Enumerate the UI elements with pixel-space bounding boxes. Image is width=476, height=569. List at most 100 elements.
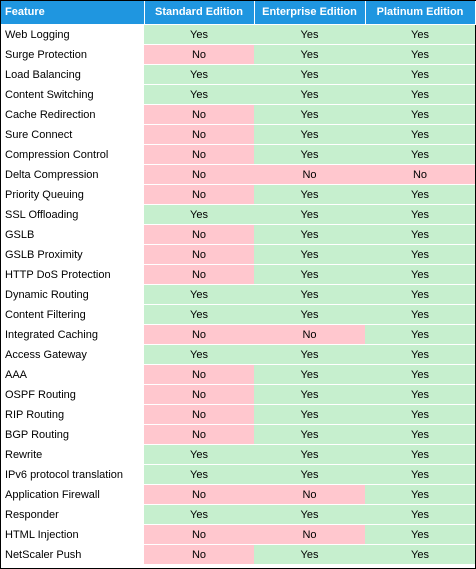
table-row: GSLB Proximity No Yes Yes [1,244,475,265]
table-row: Content Filtering Yes Yes Yes [1,304,475,325]
enterprise-edition-cell: Yes [254,504,365,525]
feature-name-cell: GSLB Proximity [1,244,144,265]
feature-name-cell: BGP Routing [1,424,144,445]
table-row: OSPF Routing No Yes Yes [1,384,475,405]
table-row: Priority Queuing No Yes Yes [1,184,475,205]
feature-name-cell: Application Firewall [1,484,144,505]
enterprise-edition-cell: Yes [254,104,365,125]
platinum-edition-cell: Yes [365,24,475,45]
feature-name-cell: Responder [1,504,144,525]
feature-name-cell: NetScaler Push [1,544,144,565]
standard-edition-cell: No [144,104,254,125]
feature-name-cell: SSL Offloading [1,204,144,225]
platinum-edition-cell: Yes [365,264,475,285]
platinum-edition-cell: Yes [365,424,475,445]
platinum-edition-cell: Yes [365,444,475,465]
standard-edition-cell: No [144,164,254,185]
platinum-edition-cell: Yes [365,364,475,385]
enterprise-edition-cell: Yes [254,464,365,485]
enterprise-edition-cell: Yes [254,404,365,425]
table-row: RIP Routing No Yes Yes [1,404,475,425]
platinum-edition-cell: Yes [365,464,475,485]
table-row: Delta Compression No No No [1,164,475,185]
feature-name-cell: Web Logging [1,24,144,45]
enterprise-edition-cell: Yes [254,64,365,85]
standard-edition-cell: No [144,324,254,345]
enterprise-edition-cell: Yes [254,224,365,245]
standard-edition-cell: Yes [144,24,254,45]
platinum-edition-cell: Yes [365,184,475,205]
platinum-edition-cell: Yes [365,244,475,265]
platinum-edition-cell: Yes [365,484,475,505]
platinum-edition-cell: Yes [365,324,475,345]
enterprise-edition-cell: Yes [254,544,365,565]
table-row: NetScaler Push No Yes Yes [1,544,475,565]
feature-name-cell: Cache Redirection [1,104,144,125]
enterprise-edition-cell: Yes [254,124,365,145]
table-row: Application Firewall No No Yes [1,484,475,505]
platinum-edition-cell: Yes [365,404,475,425]
feature-name-cell: GSLB [1,224,144,245]
standard-edition-cell: Yes [144,64,254,85]
table-row: Surge Protection No Yes Yes [1,44,475,65]
feature-name-cell: Delta Compression [1,164,144,185]
standard-edition-cell: No [144,184,254,205]
platinum-edition-cell: Yes [365,344,475,365]
table-row: Responder Yes Yes Yes [1,504,475,525]
table-row: HTTP DoS Protection No Yes Yes [1,264,475,285]
feature-name-cell: Rewrite [1,444,144,465]
enterprise-edition-cell: Yes [254,244,365,265]
table-row: Dynamic Routing Yes Yes Yes [1,284,475,305]
table-row: GSLB No Yes Yes [1,224,475,245]
feature-name-cell: Load Balancing [1,64,144,85]
platinum-edition-cell: Yes [365,304,475,325]
table-body: Web Logging Yes Yes Yes Surge Protection No Ye… [1,24,475,565]
standard-edition-cell: Yes [144,464,254,485]
standard-edition-cell: Yes [144,304,254,325]
feature-name-cell: Surge Protection [1,44,144,65]
standard-edition-cell: No [144,404,254,425]
feature-name-cell: Integrated Caching [1,324,144,345]
enterprise-edition-cell: Yes [254,344,365,365]
table-row: Sure Connect No Yes Yes [1,124,475,145]
enterprise-edition-cell: Yes [254,84,365,105]
standard-edition-cell: No [144,264,254,285]
table-row: SSL Offloading Yes Yes Yes [1,204,475,225]
table-row: Content Switching Yes Yes Yes [1,84,475,105]
enterprise-edition-cell: No [254,484,365,505]
standard-edition-cell: Yes [144,504,254,525]
enterprise-edition-cell: No [254,164,365,185]
platinum-edition-cell: Yes [365,204,475,225]
feature-name-cell: HTTP DoS Protection [1,264,144,285]
standard-edition-cell: No [144,44,254,65]
table-row: AAA No Yes Yes [1,364,475,385]
table-row: Web Logging Yes Yes Yes [1,24,475,45]
platinum-edition-cell: Yes [365,384,475,405]
standard-edition-cell: No [144,544,254,565]
enterprise-edition-cell: Yes [254,264,365,285]
enterprise-edition-cell: Yes [254,44,365,65]
feature-name-cell: Priority Queuing [1,184,144,205]
standard-edition-cell: Yes [144,284,254,305]
feature-name-cell: Access Gateway [1,344,144,365]
standard-edition-cell: No [144,244,254,265]
platinum-edition-cell: Yes [365,44,475,65]
enterprise-edition-cell: Yes [254,184,365,205]
feature-name-cell: Content Switching [1,84,144,105]
enterprise-edition-cell: No [254,524,365,545]
platinum-edition-cell: Yes [365,504,475,525]
feature-name-cell: OSPF Routing [1,384,144,405]
standard-edition-cell: No [144,144,254,165]
header-platinum-edition: Platinum Edition [365,1,476,25]
table-row: Integrated Caching No No Yes [1,324,475,345]
enterprise-edition-cell: Yes [254,364,365,385]
enterprise-edition-cell: Yes [254,144,365,165]
platinum-edition-cell: Yes [365,144,475,165]
feature-name-cell: Compression Control [1,144,144,165]
enterprise-edition-cell: Yes [254,384,365,405]
platinum-edition-cell: Yes [365,104,475,125]
standard-edition-cell: Yes [144,84,254,105]
standard-edition-cell: Yes [144,204,254,225]
